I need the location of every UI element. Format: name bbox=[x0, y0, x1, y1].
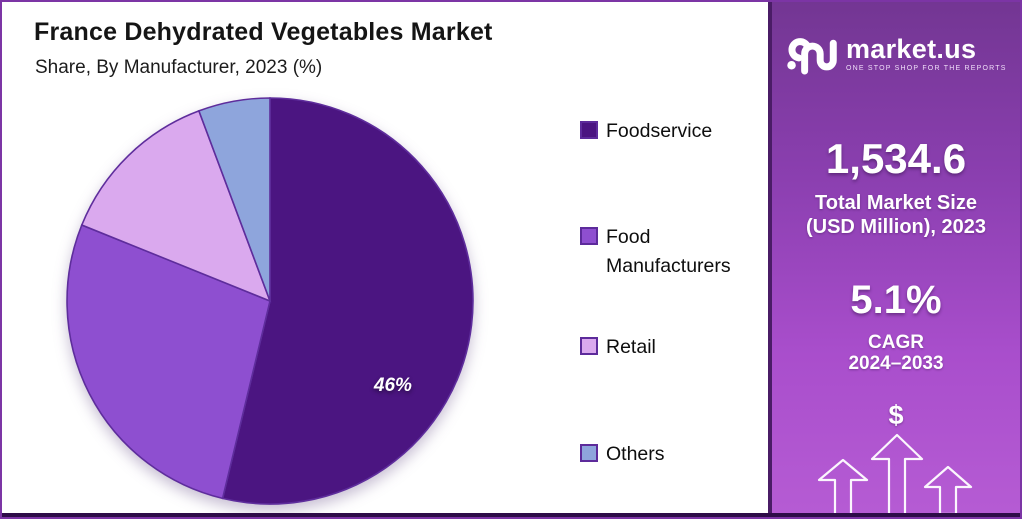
logo-name: market.us bbox=[846, 33, 977, 64]
arrow-middle bbox=[870, 433, 924, 517]
legend-item-foodservice: Foodservice bbox=[580, 117, 712, 146]
legend-label: Others bbox=[606, 443, 665, 465]
cagr-label: CAGR bbox=[868, 332, 924, 353]
legend-item-retail: Retail bbox=[580, 333, 656, 362]
legend-swatch bbox=[580, 337, 598, 355]
logo-tagline: ONE STOP SHOP FOR THE REPORTS bbox=[846, 64, 1007, 72]
brand-panel: market.us ONE STOP SHOP FOR THE REPORTS … bbox=[768, 2, 1020, 517]
bottom-accent-bar bbox=[2, 513, 1020, 517]
brand-logo: market.us ONE STOP SHOP FOR THE REPORTS bbox=[785, 26, 1007, 80]
pie-value-label: 46% bbox=[373, 375, 412, 396]
logo-text-block: market.us ONE STOP SHOP FOR THE REPORTS bbox=[846, 35, 1007, 72]
legend-label: Food Manufacturers bbox=[606, 226, 731, 277]
pie-slice-food-manufacturers bbox=[66, 223, 271, 500]
legend-swatch bbox=[580, 121, 598, 139]
legend-label: Foodservice bbox=[606, 120, 713, 142]
page-title: France Dehydrated Vegetables Market bbox=[34, 18, 493, 46]
legend-swatch bbox=[580, 444, 598, 462]
page-subtitle: Share, By Manufacturer, 2023 (%) bbox=[35, 57, 323, 78]
market-us-logo-icon bbox=[787, 38, 837, 75]
dollar-sign: $ bbox=[888, 400, 904, 430]
legend-item-food-manufacturers: Food Manufacturers bbox=[580, 223, 762, 281]
legend-label: Retail bbox=[606, 336, 656, 358]
pie-slice-foodservice bbox=[221, 97, 474, 505]
pie-chart: 46% bbox=[60, 91, 480, 511]
legend-swatch bbox=[580, 227, 598, 245]
market-size-label-line2: (USD Million), 2023 bbox=[805, 216, 987, 238]
pie-slice-others bbox=[197, 97, 271, 302]
legend-item-others: Others bbox=[580, 440, 665, 469]
pie-slice-retail bbox=[80, 109, 272, 303]
market-size-label-line1: Total Market Size bbox=[815, 192, 977, 214]
growth-arrows-graphic bbox=[817, 433, 973, 517]
cagr-years: 2024–2033 bbox=[848, 353, 944, 374]
pie-chart-svg: 46% bbox=[66, 97, 474, 505]
market-size-value: 1,534.6 bbox=[825, 135, 967, 182]
arrow-right bbox=[923, 465, 973, 516]
cagr-value: 5.1% bbox=[850, 278, 942, 322]
chart-legend: Foodservice Food Manufacturers Retail Other… bbox=[580, 117, 762, 497]
arrow-left bbox=[817, 458, 869, 517]
